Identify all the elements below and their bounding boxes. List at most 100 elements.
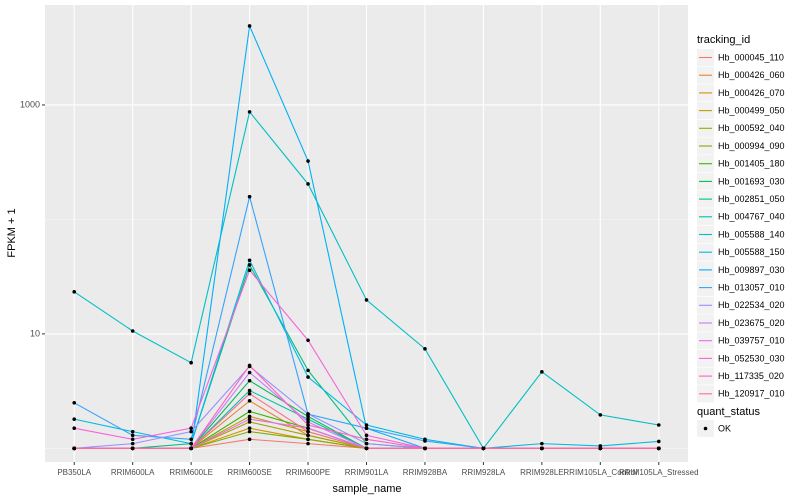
data-point (306, 368, 310, 373)
data-point (364, 441, 369, 446)
data-point (481, 446, 486, 451)
data-point (72, 417, 77, 421)
data-point (189, 426, 193, 431)
data-point (306, 437, 310, 442)
x-tick-label: RRIM600PE (286, 468, 330, 477)
x-tick-label: RRIM600LE (169, 468, 213, 477)
data-point (306, 417, 310, 421)
legend-label: Hb_000499_050 (718, 105, 785, 115)
data-point (306, 182, 310, 186)
data-point (306, 338, 310, 343)
data-point (130, 446, 135, 451)
point-legend-title: quant_status (697, 406, 760, 418)
data-point (306, 433, 310, 438)
data-point (247, 414, 252, 419)
legend-label: Hb_000045_110 (718, 52, 784, 62)
data-point (130, 433, 135, 438)
data-point (306, 426, 310, 431)
data-point (130, 441, 135, 446)
y-tick-label: 1000 (20, 99, 40, 109)
data-point (247, 268, 252, 273)
legend-label: Hb_000426_070 (718, 88, 785, 98)
data-point (247, 429, 252, 434)
legend-label: Hb_039757_010 (718, 336, 785, 346)
data-point (364, 446, 369, 451)
data-point (189, 360, 193, 365)
data-point (247, 437, 252, 442)
data-point (423, 446, 427, 451)
data-point (247, 378, 252, 383)
x-tick-label: RRIM105LA_Control (563, 468, 637, 477)
data-point (306, 375, 310, 379)
data-point (598, 446, 603, 451)
data-point (247, 263, 252, 267)
data-point (130, 329, 135, 333)
legend-label: Hb_001693_030 (718, 176, 785, 186)
data-point (656, 423, 661, 427)
legend-label: Hb_001405_180 (718, 159, 785, 169)
legend-label: Hb_002851_050 (718, 194, 785, 204)
x-tick-label: RRIM928LA (462, 468, 506, 477)
point-legend-symbol (703, 426, 708, 431)
x-tick-label: RRIM105LA_Stressed (619, 468, 699, 477)
data-point (306, 441, 310, 446)
legend-label: Hb_005588_150 (718, 247, 785, 257)
data-point (72, 401, 77, 405)
legend-label: Hb_120917_010 (718, 389, 785, 399)
legend-label: Hb_004767_040 (718, 212, 785, 222)
data-point (364, 298, 369, 302)
data-point (364, 426, 369, 431)
data-point (540, 370, 544, 374)
data-point (306, 159, 310, 163)
data-point (247, 24, 252, 28)
legend-label: Hb_005588_140 (718, 229, 785, 239)
data-point (247, 388, 252, 393)
point-legend-label: OK (718, 423, 731, 433)
data-point (247, 417, 252, 421)
data-point (540, 446, 544, 451)
data-point (247, 399, 252, 403)
data-point (423, 439, 427, 443)
data-point (540, 441, 544, 446)
legend-title: tracking_id (697, 34, 750, 46)
legend-label: Hb_000592_040 (718, 123, 785, 133)
data-point (656, 446, 661, 451)
legend-label: Hb_000426_060 (718, 70, 785, 80)
legend-label: Hb_117335_020 (718, 371, 784, 381)
x-axis-title: sample_name (332, 483, 401, 495)
data-point (656, 439, 661, 444)
data-point (72, 426, 77, 431)
data-point (598, 413, 603, 417)
data-point (189, 437, 193, 442)
data-point (247, 420, 252, 424)
data-point (189, 446, 193, 451)
x-tick-label: RRIM600SE (227, 468, 271, 477)
legend-label: Hb_013057_010 (718, 282, 785, 292)
legend-label: Hb_009897_030 (718, 265, 785, 275)
x-tick-label: RRIM928BA (403, 468, 448, 477)
x-tick-label: RRIM600LA (111, 468, 155, 477)
data-point (247, 110, 252, 114)
x-tick-label: RRIM901LA (345, 468, 389, 477)
legend-label: Hb_052530_030 (718, 353, 785, 363)
data-point (306, 429, 310, 434)
data-point (72, 446, 77, 451)
legend-label: Hb_022534_020 (718, 300, 785, 310)
data-point (189, 441, 193, 446)
x-tick-label: PB350LA (57, 468, 91, 477)
legend-label: Hb_000994_090 (718, 141, 785, 151)
data-point (306, 420, 310, 424)
y-tick-label: 10 (30, 328, 40, 338)
data-point (306, 412, 310, 416)
data-point (364, 433, 369, 438)
y-axis-title: FPKM + 1 (6, 208, 18, 257)
data-point (247, 426, 252, 431)
data-point (247, 258, 252, 263)
data-point (247, 363, 252, 368)
data-point (130, 437, 135, 442)
data-point (189, 429, 193, 434)
data-point (364, 423, 369, 427)
x-tick-label: RRIM928LE (520, 468, 564, 477)
